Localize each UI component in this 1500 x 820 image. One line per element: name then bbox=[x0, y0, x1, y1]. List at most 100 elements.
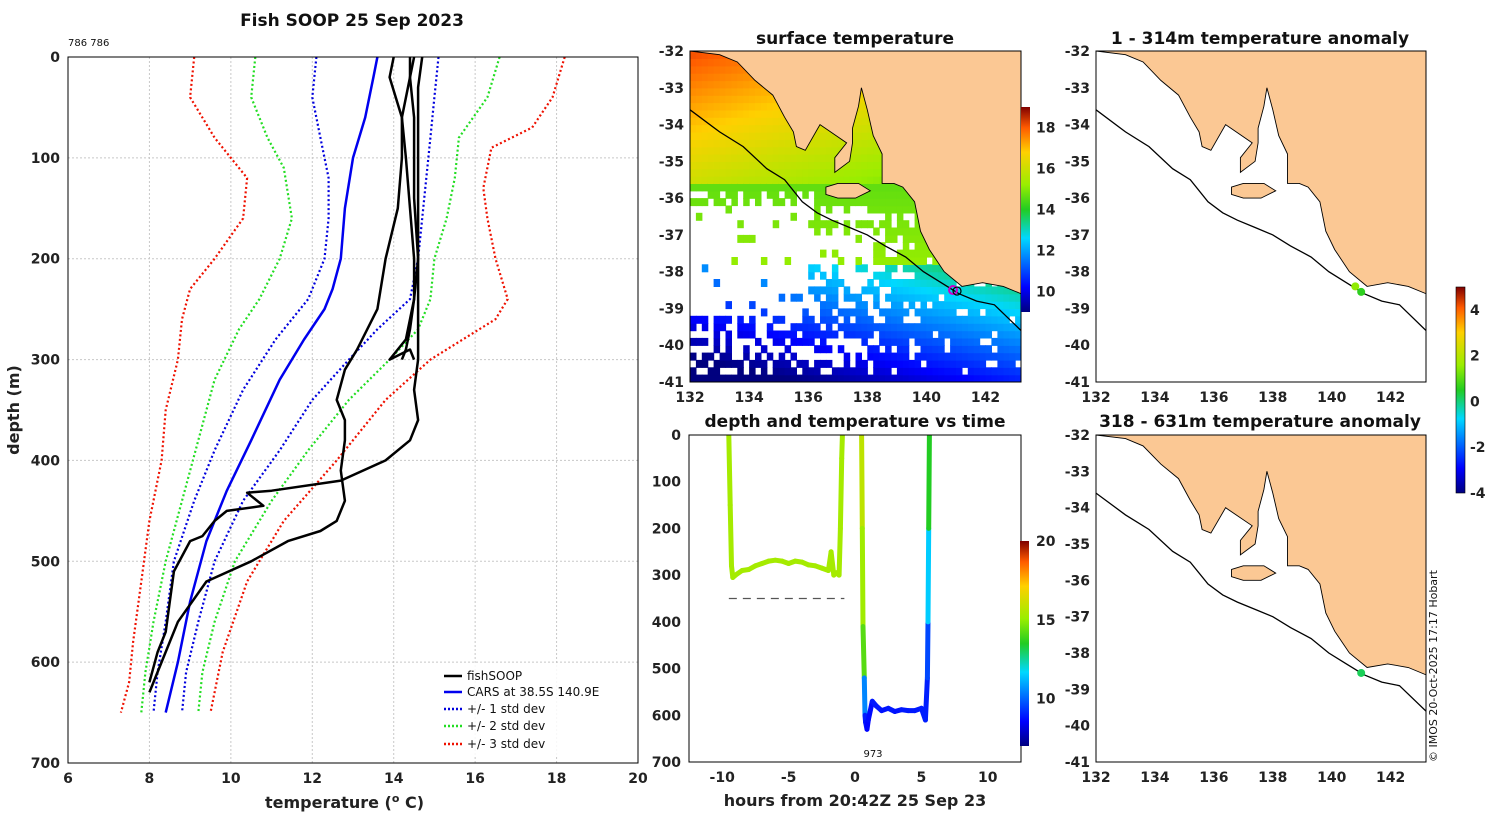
sst-cell bbox=[719, 176, 727, 184]
sst-cell bbox=[1021, 80, 1028, 88]
sst-cell bbox=[896, 257, 904, 265]
sst-cell bbox=[713, 109, 721, 118]
sst-cell bbox=[802, 374, 809, 382]
sst-cell bbox=[814, 190, 821, 199]
surface-map-title: surface temperature bbox=[756, 29, 954, 49]
sst-cell bbox=[896, 359, 904, 368]
sst-cell bbox=[831, 220, 839, 229]
sst-cell bbox=[749, 190, 756, 199]
sst-cell bbox=[707, 73, 715, 82]
depth-time-ytick-label: 700 bbox=[652, 755, 681, 771]
sst-cell bbox=[760, 154, 768, 162]
anomaly-2-ytick-label: -34 bbox=[1065, 501, 1091, 517]
sst-cell bbox=[690, 176, 697, 184]
sst-cell bbox=[825, 359, 833, 368]
sst-cell bbox=[790, 212, 797, 221]
sst-cell bbox=[873, 345, 880, 354]
sst-cell bbox=[808, 183, 815, 192]
anomaly-1-shelf-line bbox=[1096, 109, 1426, 331]
sst-cell bbox=[778, 117, 786, 126]
sst-cell bbox=[784, 330, 792, 339]
sst-cell bbox=[719, 87, 727, 96]
sst-cell bbox=[772, 124, 780, 133]
sst-cell bbox=[755, 154, 762, 162]
sst-cell bbox=[701, 352, 709, 361]
sst-cell bbox=[956, 315, 963, 324]
sst-cell bbox=[713, 315, 721, 324]
sst-cell bbox=[950, 359, 957, 368]
sst-cell bbox=[731, 198, 738, 207]
profile-ytick-label: 700 bbox=[31, 756, 60, 772]
sst-cell bbox=[820, 139, 827, 148]
anomaly-1-xtick-label: 142 bbox=[1376, 390, 1405, 406]
sst-cell bbox=[790, 293, 797, 302]
sst-cell bbox=[719, 73, 727, 82]
sst-cell bbox=[808, 367, 815, 376]
profile-std-bands bbox=[119, 56, 566, 713]
depth-time-xtick-label: 0 bbox=[850, 770, 860, 786]
sst-cell bbox=[967, 301, 975, 310]
sst-cell bbox=[814, 205, 821, 214]
sst-cell bbox=[731, 117, 738, 126]
depth-time-xtick-label: -5 bbox=[781, 770, 797, 786]
anomaly-map-2-frame bbox=[1095, 434, 1427, 763]
sst-cell bbox=[707, 131, 715, 140]
sst-cell bbox=[749, 102, 756, 111]
sst-cell bbox=[908, 367, 916, 376]
sst-cell bbox=[772, 337, 780, 346]
sst-cell bbox=[707, 161, 715, 170]
sst-cell bbox=[749, 315, 756, 324]
sst-cell bbox=[944, 359, 951, 368]
std1-left-line bbox=[152, 56, 330, 713]
sst-cell bbox=[814, 212, 821, 221]
sst-cell bbox=[938, 308, 945, 317]
sst-cell bbox=[772, 102, 780, 111]
anomaly-2-ytick-label: -36 bbox=[1065, 573, 1090, 589]
sst-cell bbox=[837, 176, 845, 184]
sst-cell bbox=[938, 271, 945, 280]
sst-cell bbox=[855, 117, 862, 126]
sst-cell bbox=[1003, 330, 1010, 339]
sst-cell bbox=[690, 352, 697, 361]
sst-cell bbox=[896, 279, 904, 287]
sst-cell bbox=[790, 131, 797, 140]
sst-cell bbox=[760, 345, 768, 354]
sst-cell bbox=[772, 374, 780, 382]
sst-cell bbox=[701, 154, 709, 162]
sst-cell bbox=[814, 264, 821, 273]
sst-cell bbox=[873, 154, 880, 162]
sst-cell bbox=[855, 168, 862, 177]
sst-cell bbox=[725, 315, 732, 324]
sst-cell bbox=[902, 367, 910, 376]
sst-cell bbox=[896, 286, 904, 295]
sst-cell bbox=[891, 301, 898, 310]
anomaly-colorbar-group: -4 -2 0 2 4 bbox=[1455, 286, 1486, 502]
sst-cell bbox=[896, 315, 904, 324]
anomaly-1-xtick-label: 136 bbox=[1199, 390, 1228, 406]
sst-cell bbox=[920, 352, 927, 361]
anomaly-map-2-ticks: 132 134 136 138 140 142 -32 -33 -34 -35 -36 -37 -38 -… bbox=[1065, 428, 1406, 786]
sst-cell bbox=[873, 323, 880, 332]
depth-time-colorbar-tick-label: 20 bbox=[1036, 534, 1056, 550]
sst-cell bbox=[861, 190, 868, 199]
sst-cell bbox=[755, 131, 762, 140]
sst-cell bbox=[808, 315, 815, 324]
sst-cell bbox=[802, 330, 809, 339]
sst-cell bbox=[796, 161, 803, 170]
sst-cell bbox=[737, 359, 744, 368]
sst-cell bbox=[808, 154, 815, 162]
sst-cell bbox=[707, 80, 715, 89]
sst-cell bbox=[796, 293, 803, 302]
sst-cell bbox=[908, 293, 916, 302]
sst-cell bbox=[1003, 374, 1010, 382]
sst-cell bbox=[944, 330, 951, 339]
profile-panel: Fish SOOP 25 Sep 2023 786 786 6 8 10 12 14 16… bbox=[4, 11, 648, 812]
sst-cell bbox=[879, 337, 886, 346]
sst-cell bbox=[695, 95, 703, 104]
sst-cell bbox=[719, 65, 727, 74]
surface-map-ticks: 132 134 136 138 140 142 -32 -33 -34 -35 -36 -37 -38 -… bbox=[659, 44, 1000, 406]
sst-cell bbox=[760, 168, 768, 177]
sst-cell bbox=[778, 359, 786, 368]
sst-cell bbox=[896, 190, 904, 199]
float-location-marker bbox=[948, 285, 959, 296]
